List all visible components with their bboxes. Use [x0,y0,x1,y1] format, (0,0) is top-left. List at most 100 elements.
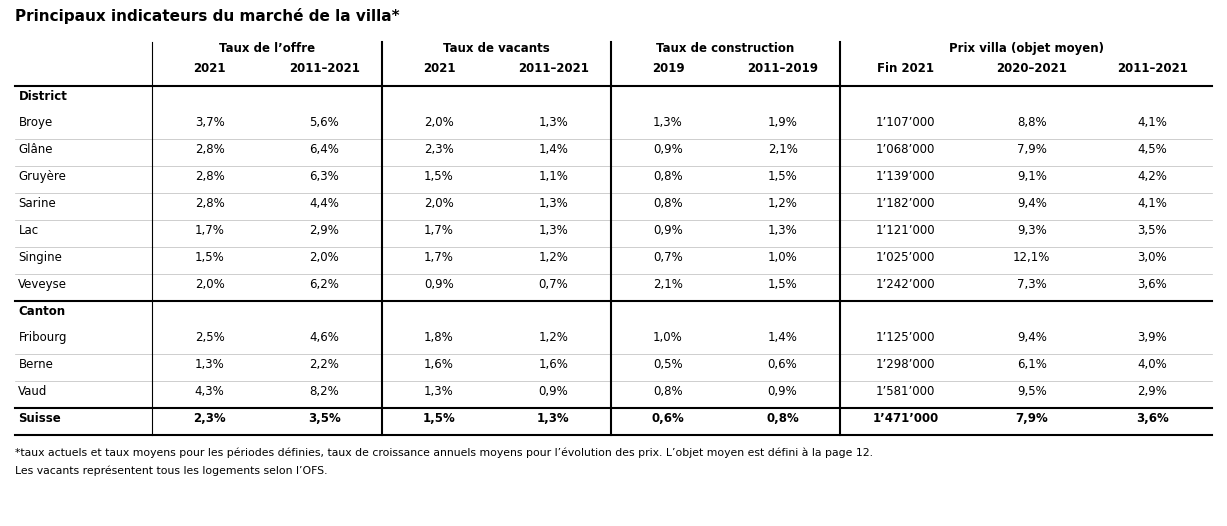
Text: 3,7%: 3,7% [195,116,225,129]
Text: 1,3%: 1,3% [425,385,454,398]
Text: Fribourg: Fribourg [18,331,67,344]
Text: Prix villa (objet moyen): Prix villa (objet moyen) [948,42,1103,55]
Text: 2,0%: 2,0% [425,116,454,129]
Text: 0,9%: 0,9% [653,224,683,237]
Text: 0,7%: 0,7% [653,251,683,264]
Text: 6,4%: 6,4% [309,143,339,156]
Text: 1’107’000: 1’107’000 [876,116,935,129]
Text: 1,3%: 1,3% [539,224,568,237]
Text: Broye: Broye [18,116,53,129]
Text: 2011–2021: 2011–2021 [1117,62,1188,75]
Text: 1,3%: 1,3% [653,116,683,129]
Text: 1,5%: 1,5% [422,412,455,425]
Text: 2,3%: 2,3% [425,143,454,156]
Text: Principaux indicateurs du marché de la villa*: Principaux indicateurs du marché de la v… [15,8,399,24]
Text: 9,4%: 9,4% [1017,331,1047,344]
Text: 1,0%: 1,0% [653,331,683,344]
Text: 3,6%: 3,6% [1136,412,1168,425]
Text: 2,9%: 2,9% [309,224,339,237]
Text: *taux actuels et taux moyens pour les périodes définies, taux de croissance annu: *taux actuels et taux moyens pour les pé… [15,447,872,458]
Text: 4,3%: 4,3% [195,385,225,398]
Text: 0,9%: 0,9% [653,143,683,156]
Text: Les vacants représentent tous les logements selon l’OFS.: Les vacants représentent tous les logeme… [15,465,328,476]
Text: 1’182’000: 1’182’000 [876,197,935,210]
Text: 9,5%: 9,5% [1017,385,1047,398]
Text: 0,6%: 0,6% [768,358,798,371]
Text: 0,8%: 0,8% [766,412,799,425]
Text: Taux de l’offre: Taux de l’offre [218,42,315,55]
Text: 12,1%: 12,1% [1014,251,1050,264]
Text: Singine: Singine [18,251,63,264]
Text: 1,3%: 1,3% [768,224,798,237]
Text: 4,1%: 4,1% [1137,197,1167,210]
Text: 1,0%: 1,0% [768,251,798,264]
Text: 4,5%: 4,5% [1137,143,1167,156]
Text: 9,3%: 9,3% [1017,224,1047,237]
Text: 2,0%: 2,0% [309,251,339,264]
Text: 1’068’000: 1’068’000 [876,143,935,156]
Text: 1’471’000: 1’471’000 [872,412,939,425]
Text: 3,5%: 3,5% [308,412,341,425]
Text: 0,8%: 0,8% [653,170,683,183]
Text: Fin 2021: Fin 2021 [877,62,934,75]
Text: 0,7%: 0,7% [539,278,568,291]
Text: 1,2%: 1,2% [539,251,568,264]
Text: 2,0%: 2,0% [195,278,225,291]
Text: 7,9%: 7,9% [1016,412,1048,425]
Text: 7,3%: 7,3% [1017,278,1047,291]
Text: 2019: 2019 [652,62,685,75]
Text: 0,9%: 0,9% [425,278,454,291]
Text: 1,7%: 1,7% [425,224,454,237]
Text: Berne: Berne [18,358,53,371]
Text: 1,4%: 1,4% [768,331,798,344]
Text: 1’139’000: 1’139’000 [876,170,935,183]
Text: 3,9%: 3,9% [1137,331,1167,344]
Text: 1,3%: 1,3% [537,412,569,425]
Text: 2,5%: 2,5% [195,331,225,344]
Text: 3,6%: 3,6% [1137,278,1167,291]
Text: 0,8%: 0,8% [653,197,683,210]
Text: 2021: 2021 [194,62,226,75]
Text: Gruyère: Gruyère [18,170,66,183]
Text: Glâne: Glâne [18,143,53,156]
Text: 2,0%: 2,0% [425,197,454,210]
Text: 0,6%: 0,6% [652,412,685,425]
Text: 2,1%: 2,1% [653,278,683,291]
Text: 4,0%: 4,0% [1137,358,1167,371]
Text: 1,5%: 1,5% [425,170,454,183]
Text: 1,6%: 1,6% [425,358,454,371]
Text: 6,3%: 6,3% [309,170,339,183]
Text: 1’121’000: 1’121’000 [876,224,936,237]
Text: 2011–2021: 2011–2021 [288,62,360,75]
Text: 1,3%: 1,3% [539,116,568,129]
Text: 8,8%: 8,8% [1017,116,1047,129]
Text: 2,2%: 2,2% [309,358,339,371]
Text: 1,3%: 1,3% [539,197,568,210]
Text: 1’242’000: 1’242’000 [876,278,936,291]
Text: 3,5%: 3,5% [1137,224,1167,237]
Text: 1,9%: 1,9% [768,116,798,129]
Text: 2011–2019: 2011–2019 [747,62,818,75]
Text: 1,5%: 1,5% [195,251,225,264]
Text: District: District [18,90,67,103]
Text: 2021: 2021 [422,62,455,75]
Text: 1,5%: 1,5% [768,170,798,183]
Text: 0,9%: 0,9% [539,385,568,398]
Text: 0,9%: 0,9% [768,385,798,398]
Text: 7,9%: 7,9% [1017,143,1047,156]
Text: Suisse: Suisse [18,412,61,425]
Text: Sarine: Sarine [18,197,56,210]
Text: 6,1%: 6,1% [1017,358,1047,371]
Text: 3,0%: 3,0% [1137,251,1167,264]
Text: 4,6%: 4,6% [309,331,339,344]
Text: 9,4%: 9,4% [1017,197,1047,210]
Text: 1,6%: 1,6% [539,358,568,371]
Text: 1’298’000: 1’298’000 [876,358,935,371]
Text: 2020–2021: 2020–2021 [996,62,1067,75]
Text: 1,5%: 1,5% [768,278,798,291]
Text: Vaud: Vaud [18,385,48,398]
Text: Lac: Lac [18,224,38,237]
Text: 2,8%: 2,8% [195,143,225,156]
Text: 4,4%: 4,4% [309,197,339,210]
Text: 1,2%: 1,2% [768,197,798,210]
